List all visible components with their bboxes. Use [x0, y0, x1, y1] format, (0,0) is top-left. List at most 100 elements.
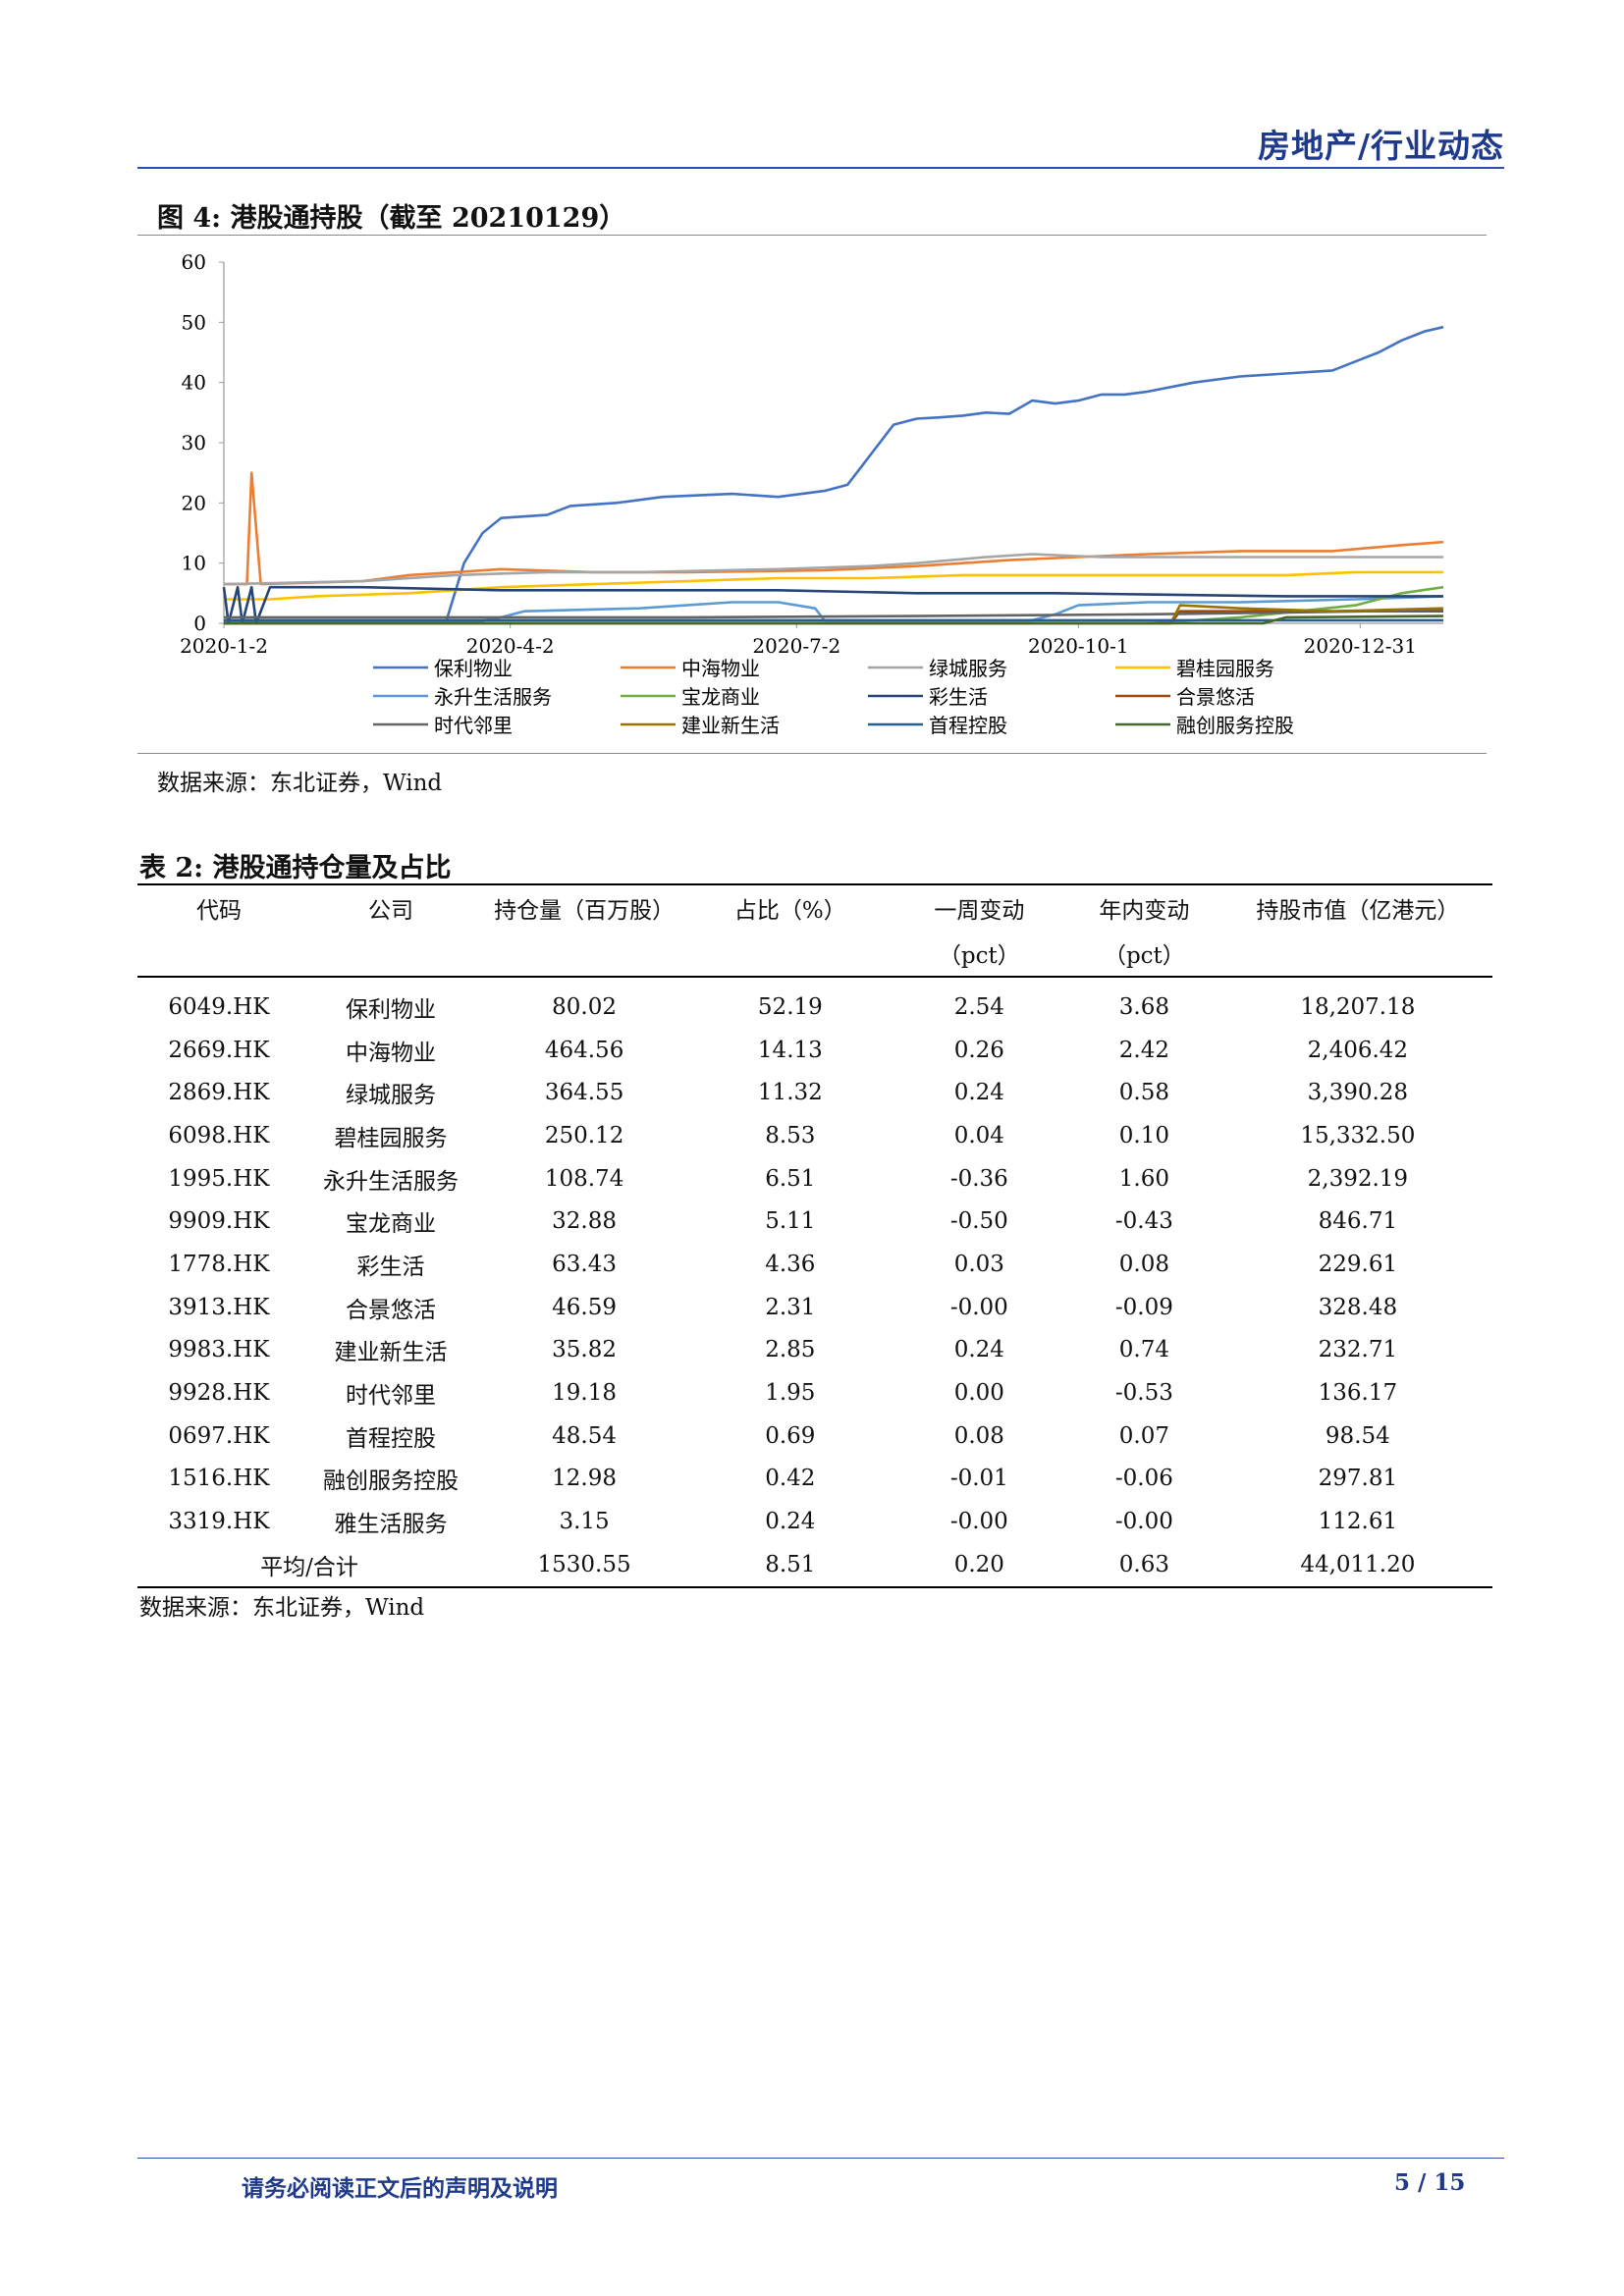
legend-label: 绿城服务 — [929, 657, 1007, 680]
table-cell: 136.17 — [1318, 1380, 1398, 1407]
table-cell: 5.11 — [765, 1208, 816, 1235]
table-cell: 12.98 — [552, 1466, 618, 1492]
table-cell: 3.15 — [559, 1509, 610, 1535]
table-row: 0697.HK 首程控股 48.54 0.69 0.08 0.07 98.54 — [137, 1415, 1492, 1458]
y-tick-label: 50 — [182, 310, 206, 334]
column-subheader — [481, 931, 688, 978]
table-cell: -0.00 — [1114, 1509, 1173, 1535]
x-tick-label: 2020-12-31 — [1304, 634, 1417, 658]
column-header: 年内变动 — [1099, 898, 1190, 924]
table-cell: 18,207.18 — [1300, 993, 1416, 1020]
table-cell: 35.82 — [552, 1337, 618, 1363]
holdings-line-chart: 0 10 20 30 40 50 60 2020-1-2 2020-4-2 2020-7-2 202… — [180, 250, 1444, 737]
table-cell: 14.13 — [757, 1037, 823, 1063]
y-tick-label: 30 — [182, 431, 206, 454]
table-cell: 0.10 — [1118, 1122, 1169, 1148]
table-cell: 1778.HK — [168, 1251, 270, 1277]
table-cell: 0.24 — [953, 1080, 1004, 1106]
table-cell: 232.71 — [1318, 1337, 1398, 1363]
table-row: 1995.HK 永升生活服务 108.74 6.51 -0.36 1.60 2,392.19 — [137, 1157, 1492, 1201]
total-cell: 44,011.20 — [1300, 1551, 1416, 1577]
table-cell: 0.26 — [953, 1037, 1004, 1063]
table-cell: 2669.HK — [168, 1037, 270, 1063]
legend-label: 宝龙商业 — [681, 685, 760, 709]
report-category: 房地产/行业动态 — [1257, 127, 1504, 165]
table-total-row: 平均/合计 1530.55 8.51 0.20 0.63 44,011.20 — [137, 1543, 1492, 1587]
table-cell: 0.08 — [1118, 1251, 1169, 1277]
table-cell: 合景悠活 — [345, 1297, 436, 1323]
table-cell: 112.61 — [1318, 1509, 1398, 1535]
table-cell: 4.36 — [765, 1251, 816, 1277]
table-cell: -0.00 — [949, 1509, 1008, 1535]
holdings-table: 代码 公司 持仓量（百万股） 占比（%） 一周变动 年内变动 持股市值（亿港元） （pct）… — [137, 883, 1492, 1588]
table-row: 9928.HK 时代邻里 19.18 1.95 0.00 -0.53 136.17 — [137, 1371, 1492, 1415]
table-cell: -0.06 — [1114, 1466, 1173, 1492]
table-cell: 0.24 — [953, 1337, 1004, 1363]
series-line — [224, 614, 1444, 625]
series-line — [224, 595, 1444, 623]
table-cell: 绿城服务 — [345, 1083, 436, 1109]
table-row: 3319.HK 雅生活服务 3.15 0.24 -0.00 -0.00 112.61 — [137, 1500, 1492, 1543]
table-row: 3913.HK 合景悠活 46.59 2.31 -0.00 -0.09 328.48 — [137, 1286, 1492, 1329]
legend-label: 建业新生活 — [681, 714, 780, 737]
column-subheader — [1222, 931, 1492, 978]
column-subheader — [137, 931, 300, 978]
table-header-row: 代码 公司 持仓量（百万股） 占比（%） 一周变动 年内变动 持股市值（亿港元） — [137, 884, 1492, 931]
series-line — [224, 325, 1444, 625]
footer-disclaimer: 请务必阅读正文后的声明及说明 — [242, 2175, 558, 2202]
total-cell: 平均/合计 — [260, 1554, 358, 1580]
figure-source: 数据来源：东北证券，Wind — [157, 771, 443, 796]
table-cell: 98.54 — [1325, 1422, 1390, 1449]
table-cell: 297.81 — [1318, 1466, 1398, 1492]
table-cell: -0.09 — [1114, 1294, 1173, 1320]
y-tick-label: 60 — [182, 250, 206, 274]
figure-bottom-rule — [137, 753, 1487, 754]
column-header: 代码 — [195, 898, 242, 924]
total-cell: 8.51 — [765, 1551, 816, 1577]
table-cell: 3319.HK — [168, 1509, 270, 1535]
table-cell: 雅生活服务 — [334, 1512, 448, 1538]
table-cell: 1516.HK — [168, 1466, 270, 1492]
table-cell: -0.01 — [949, 1466, 1008, 1492]
y-tick-label: 40 — [182, 371, 206, 395]
legend-label: 永升生活服务 — [434, 685, 552, 709]
table-cell: 0.04 — [953, 1122, 1004, 1148]
page-number: 5 / 15 — [1394, 2169, 1466, 2196]
table-cell: 0.58 — [1118, 1080, 1169, 1106]
table-row: 1778.HK 彩生活 63.43 4.36 0.03 0.08 229.61 — [137, 1243, 1492, 1286]
x-tick-label: 2020-1-2 — [180, 634, 268, 658]
table-cell: -0.50 — [949, 1208, 1008, 1235]
table-row: 2869.HK 绿城服务 364.55 11.32 0.24 0.58 3,390.28 — [137, 1071, 1492, 1114]
table-cell: 2869.HK — [168, 1080, 270, 1106]
series-line — [224, 609, 1444, 619]
table-cell: 2,406.42 — [1307, 1037, 1409, 1063]
header-divider — [137, 167, 1504, 169]
total-cell: 1530.55 — [537, 1551, 631, 1577]
table-cell: 0.00 — [953, 1380, 1004, 1407]
footer-divider — [137, 2158, 1504, 2159]
table-row: 9909.HK 宝龙商业 32.88 5.11 -0.50 -0.43 846.71 — [137, 1200, 1492, 1243]
table-cell: 8.53 — [765, 1122, 816, 1148]
series-line — [222, 585, 1443, 625]
table-cell: 32.88 — [552, 1208, 618, 1235]
table-cell: 52.19 — [757, 993, 823, 1020]
legend-label: 中海物业 — [681, 657, 760, 680]
table-cell: 0.03 — [953, 1251, 1004, 1277]
table-cell: 19.18 — [552, 1380, 618, 1407]
table-cell: 建业新生活 — [334, 1340, 448, 1366]
y-tick-label: 10 — [182, 552, 206, 575]
column-header: 持股市值（亿港元） — [1256, 898, 1460, 924]
table-cell: 229.61 — [1318, 1251, 1398, 1277]
table-cell: 2.85 — [765, 1337, 816, 1363]
x-tick-label: 2020-4-2 — [466, 634, 555, 658]
table-subheader-row: （pct） （pct） — [137, 931, 1492, 978]
table-cell: 2.42 — [1118, 1037, 1169, 1063]
y-tick-label: 20 — [182, 491, 206, 514]
table-cell: 464.56 — [544, 1037, 624, 1063]
legend-label: 彩生活 — [929, 685, 988, 709]
table-row: 9983.HK 建业新生活 35.82 2.85 0.24 0.74 232.71 — [137, 1329, 1492, 1372]
table-cell: 108.74 — [544, 1165, 624, 1192]
table-cell: 1.95 — [765, 1380, 816, 1407]
table-cell: 3.68 — [1118, 993, 1169, 1020]
table-cell: 48.54 — [552, 1422, 618, 1449]
